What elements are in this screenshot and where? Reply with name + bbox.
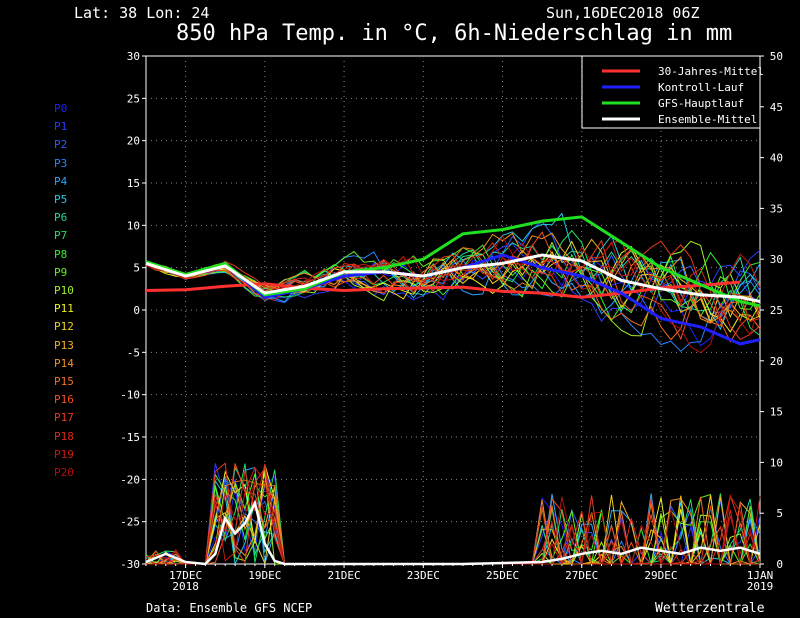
series-30-jahres-mittel	[145, 280, 741, 299]
member-label-p17: P17	[54, 411, 74, 425]
x-tick-label: 25DEC	[486, 569, 519, 582]
y-right-tick-label: 5	[776, 507, 783, 520]
member-label-p12: P12	[54, 320, 74, 334]
x-tick-label: 1JAN	[747, 569, 774, 582]
y-axis-left: -30 -25 -20 -15 -10 -5 0 5 10 15 20 25 30	[120, 50, 146, 571]
legend-label: Ensemble-Mittel	[658, 113, 757, 126]
x-tick-label: 21DEC	[328, 569, 361, 582]
member-label-p14: P14	[54, 356, 74, 370]
y-left-tick-label: -10	[120, 389, 140, 402]
member-label-p3: P3	[54, 156, 68, 170]
series-ensemble-mittel	[145, 253, 761, 303]
legend-label: Kontroll-Lauf	[658, 81, 744, 94]
location-label: Lat: 38 Lon: 24	[74, 4, 210, 22]
x-tick-label: 23DEC	[407, 569, 440, 582]
y-right-tick-label: 25	[770, 304, 783, 317]
x-tick-year: 2018	[172, 580, 199, 593]
legend-label: GFS-Hauptlauf	[658, 97, 744, 110]
y-left-tick-label: 20	[127, 135, 140, 148]
chart-title: 850 hPa Temp. in °C, 6h-Niederschlag in …	[176, 21, 733, 46]
member-label-p10: P10	[54, 284, 74, 297]
member-label-p7: P7	[54, 229, 68, 243]
member-line-p17	[145, 239, 761, 341]
legend-label: 30-Jahres-Mittel	[658, 65, 764, 78]
y-left-tick-label: 5	[133, 262, 140, 275]
y-left-tick-label: -30	[120, 558, 140, 571]
member-line-p8	[145, 244, 761, 322]
member-label-p13: P13	[54, 338, 74, 352]
y-right-tick-label: 0	[776, 558, 783, 571]
x-tick-label: 29DEC	[644, 569, 677, 582]
member-label-p9: P9	[54, 265, 68, 279]
y-left-tick-label: 10	[127, 219, 140, 232]
member-line-p19	[145, 252, 761, 307]
member-label-p8: P8	[54, 247, 68, 261]
y-right-tick-label: 40	[770, 152, 783, 165]
legend: 30-Jahres-Mittel Kontroll-Lauf GFS-Hauptla…	[581, 55, 764, 129]
y-right-tick-label: 15	[770, 406, 783, 419]
member-label-p2: P2	[54, 138, 68, 152]
y-left-tick-label: 15	[127, 177, 140, 190]
y-right-tick-label: 20	[770, 355, 783, 368]
member-label-p15: P15	[54, 375, 74, 388]
x-tick-label: 17DEC	[169, 569, 202, 582]
member-label-p16: P16	[54, 393, 74, 407]
y-axis-right: 0 5 10 15 20 25 30 35 40 45 50	[760, 50, 783, 571]
member-label-p20: P20	[54, 466, 74, 479]
y-left-tick-label: 30	[127, 50, 140, 63]
y-left-tick-label: -5	[127, 346, 140, 359]
member-line-p3	[145, 251, 761, 352]
x-tick-label: 19DEC	[248, 569, 281, 582]
run-timestamp: Sun,16DEC2018 06Z	[546, 4, 700, 22]
x-tick-year: 2019	[747, 580, 774, 593]
member-label-p4: P4	[54, 174, 68, 188]
x-tick-label: 27DEC	[565, 569, 598, 582]
data-source: Data: Ensemble GFS NCEP	[146, 601, 313, 615]
y-right-tick-label: 10	[770, 456, 783, 469]
legend-box	[581, 55, 761, 129]
plot-frame	[145, 55, 761, 565]
y-left-tick-label: 25	[127, 92, 140, 105]
member-label-p5: P5	[54, 193, 68, 206]
member-label-p0: P0	[54, 102, 68, 115]
member-label-p11: P11	[54, 302, 74, 316]
y-left-tick-label: 0	[133, 304, 140, 317]
y-right-tick-label: 30	[770, 253, 783, 266]
member-label-p1: P1	[54, 120, 68, 134]
member-label-p19: P19	[54, 447, 74, 461]
y-left-tick-label: -25	[120, 516, 140, 529]
y-right-tick-label: 35	[770, 202, 783, 215]
member-label-p18: P18	[54, 429, 74, 443]
y-right-tick-label: 45	[770, 101, 783, 114]
brand-label: Wetterzentrale	[655, 601, 765, 616]
y-left-tick-label: -20	[120, 473, 140, 486]
y-right-tick-label: 50	[770, 50, 783, 63]
member-label-p6: P6	[54, 211, 68, 225]
y-left-tick-label: -15	[120, 431, 140, 444]
